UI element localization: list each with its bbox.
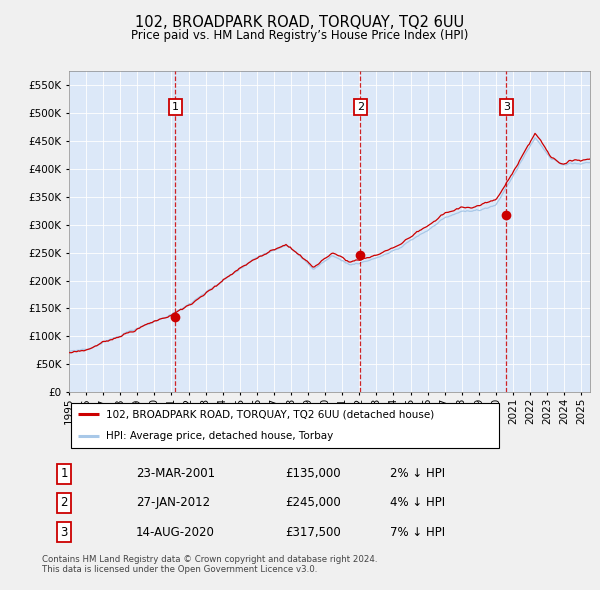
- Text: £135,000: £135,000: [285, 467, 341, 480]
- Text: 1: 1: [172, 102, 179, 112]
- Text: HPI: Average price, detached house, Torbay: HPI: Average price, detached house, Torb…: [106, 431, 333, 441]
- Text: 102, BROADPARK ROAD, TORQUAY, TQ2 6UU (detached house): 102, BROADPARK ROAD, TORQUAY, TQ2 6UU (d…: [106, 409, 434, 419]
- Text: 2% ↓ HPI: 2% ↓ HPI: [390, 467, 445, 480]
- Text: 7% ↓ HPI: 7% ↓ HPI: [390, 526, 445, 539]
- Text: 2: 2: [357, 102, 364, 112]
- Text: 3: 3: [503, 102, 510, 112]
- FancyBboxPatch shape: [71, 402, 499, 448]
- Text: 14-AUG-2020: 14-AUG-2020: [136, 526, 215, 539]
- Text: £317,500: £317,500: [285, 526, 341, 539]
- Text: 4% ↓ HPI: 4% ↓ HPI: [390, 496, 445, 510]
- Text: 27-JAN-2012: 27-JAN-2012: [136, 496, 210, 510]
- Text: 102, BROADPARK ROAD, TORQUAY, TQ2 6UU: 102, BROADPARK ROAD, TORQUAY, TQ2 6UU: [136, 15, 464, 30]
- Text: This data is licensed under the Open Government Licence v3.0.: This data is licensed under the Open Gov…: [42, 565, 317, 574]
- Text: 2: 2: [61, 496, 68, 510]
- Text: Price paid vs. HM Land Registry’s House Price Index (HPI): Price paid vs. HM Land Registry’s House …: [131, 30, 469, 42]
- Text: 3: 3: [61, 526, 68, 539]
- Text: 23-MAR-2001: 23-MAR-2001: [136, 467, 215, 480]
- Text: £245,000: £245,000: [285, 496, 341, 510]
- Text: Contains HM Land Registry data © Crown copyright and database right 2024.: Contains HM Land Registry data © Crown c…: [42, 555, 377, 563]
- Text: 1: 1: [61, 467, 68, 480]
